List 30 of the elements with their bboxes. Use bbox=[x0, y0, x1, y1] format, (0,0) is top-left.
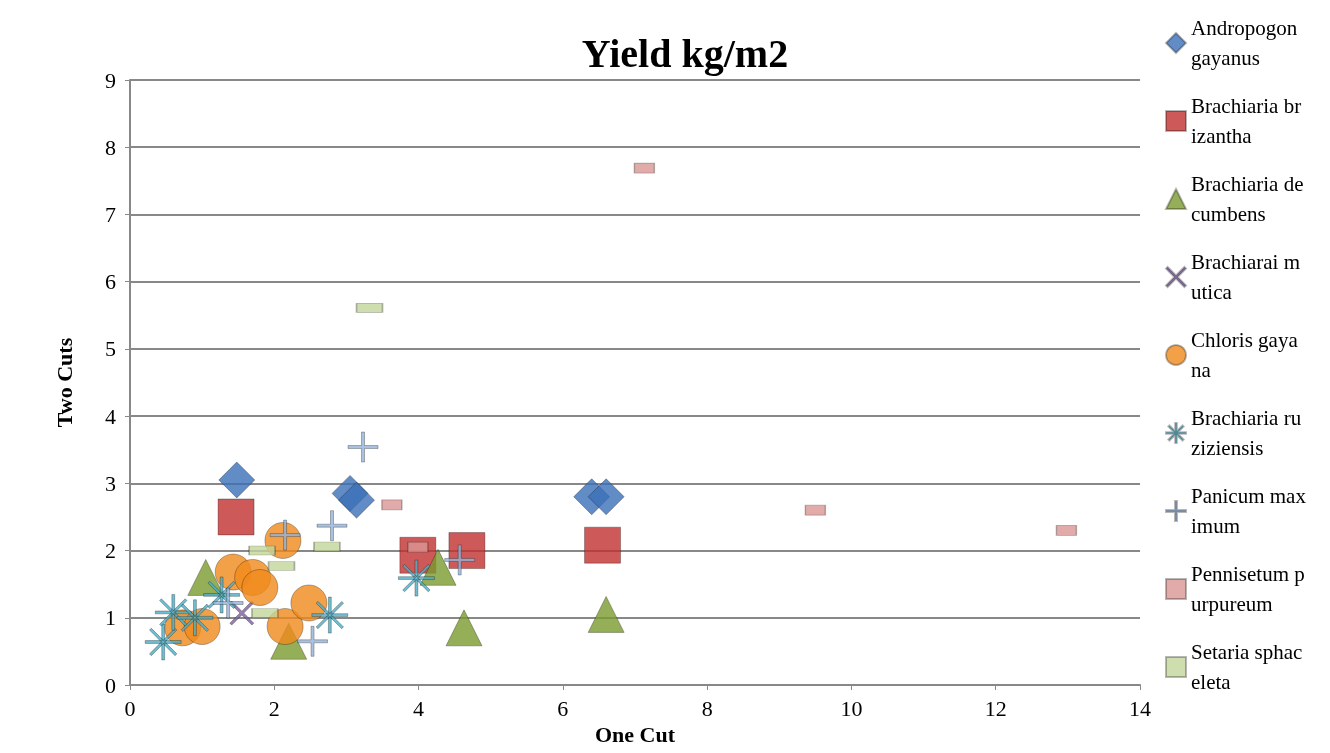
y-tick-label: 0 bbox=[105, 672, 116, 698]
legend-label: Panicum maximum bbox=[1191, 484, 1307, 538]
y-tick-label: 4 bbox=[105, 403, 116, 429]
x-tick-label: 0 bbox=[124, 695, 136, 721]
y-tick-label: 6 bbox=[105, 269, 116, 295]
y-axis-title: Two Cuts bbox=[51, 337, 77, 428]
y-tick-label: 7 bbox=[105, 201, 116, 227]
legend-label: Brachiarai mutica bbox=[1191, 250, 1301, 304]
legend-label: Setaria sphaceleta bbox=[1191, 640, 1303, 694]
y-tick-label: 9 bbox=[105, 67, 116, 93]
legend-label: Pennisetum purpureum bbox=[1191, 562, 1305, 616]
x-tick-label: 2 bbox=[268, 695, 280, 721]
legend-label: Chloris gayana bbox=[1191, 328, 1299, 382]
x-axis-title: One Cut bbox=[594, 722, 676, 748]
legend-label: Brachiaria ruziziensis bbox=[1191, 406, 1302, 460]
x-tick-label: 4 bbox=[413, 695, 425, 721]
x-tick-label: 12 bbox=[984, 695, 1007, 721]
y-tick-label: 1 bbox=[105, 605, 116, 631]
y-tick-label: 3 bbox=[105, 470, 116, 496]
x-tick-label: 14 bbox=[1129, 695, 1151, 721]
y-tick-label: 8 bbox=[105, 134, 116, 160]
legend-label: Brachiaria decumbens bbox=[1191, 172, 1304, 226]
legend-label: Brachiaria brizantha bbox=[1191, 94, 1302, 148]
x-tick-label: 6 bbox=[557, 695, 569, 721]
y-tick-label: 2 bbox=[105, 538, 116, 564]
legend-label: Andropogon gayanus bbox=[1191, 16, 1303, 70]
x-tick-label: 8 bbox=[701, 695, 713, 721]
x-tick-label: 10 bbox=[840, 695, 863, 721]
chart-title: Yield kg/m2 bbox=[581, 30, 789, 76]
y-tick-label: 5 bbox=[105, 336, 116, 362]
